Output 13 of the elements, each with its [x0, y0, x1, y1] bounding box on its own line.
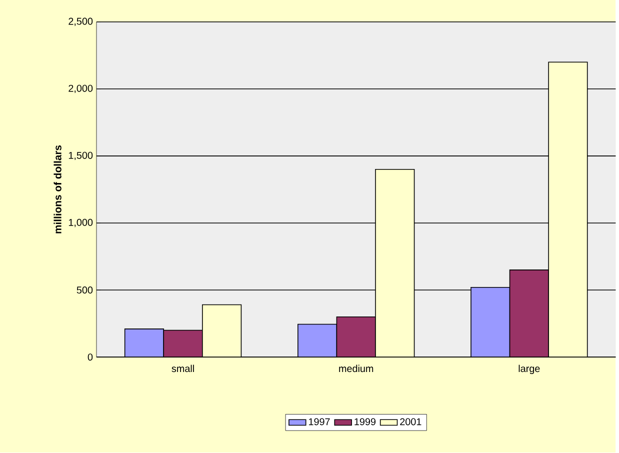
- x-tick-label: medium: [339, 365, 374, 372]
- legend-label: 2001: [400, 418, 422, 426]
- x-tick-label: small: [172, 365, 194, 372]
- y-axis-title: millions of dollars: [54, 146, 62, 234]
- legend-label: 1997: [308, 418, 330, 426]
- y-tick-label: 2,000: [68, 85, 93, 94]
- x-tick-label: large: [518, 365, 540, 374]
- y-tick-label: 0: [88, 354, 93, 361]
- y-tick-label: 1,500: [68, 152, 93, 160]
- y-tick-label: 1,000: [68, 219, 93, 228]
- legend-label: 1999: [354, 418, 376, 426]
- y-tick-label: 2,500: [68, 18, 93, 26]
- y-tick-label: 500: [76, 286, 93, 294]
